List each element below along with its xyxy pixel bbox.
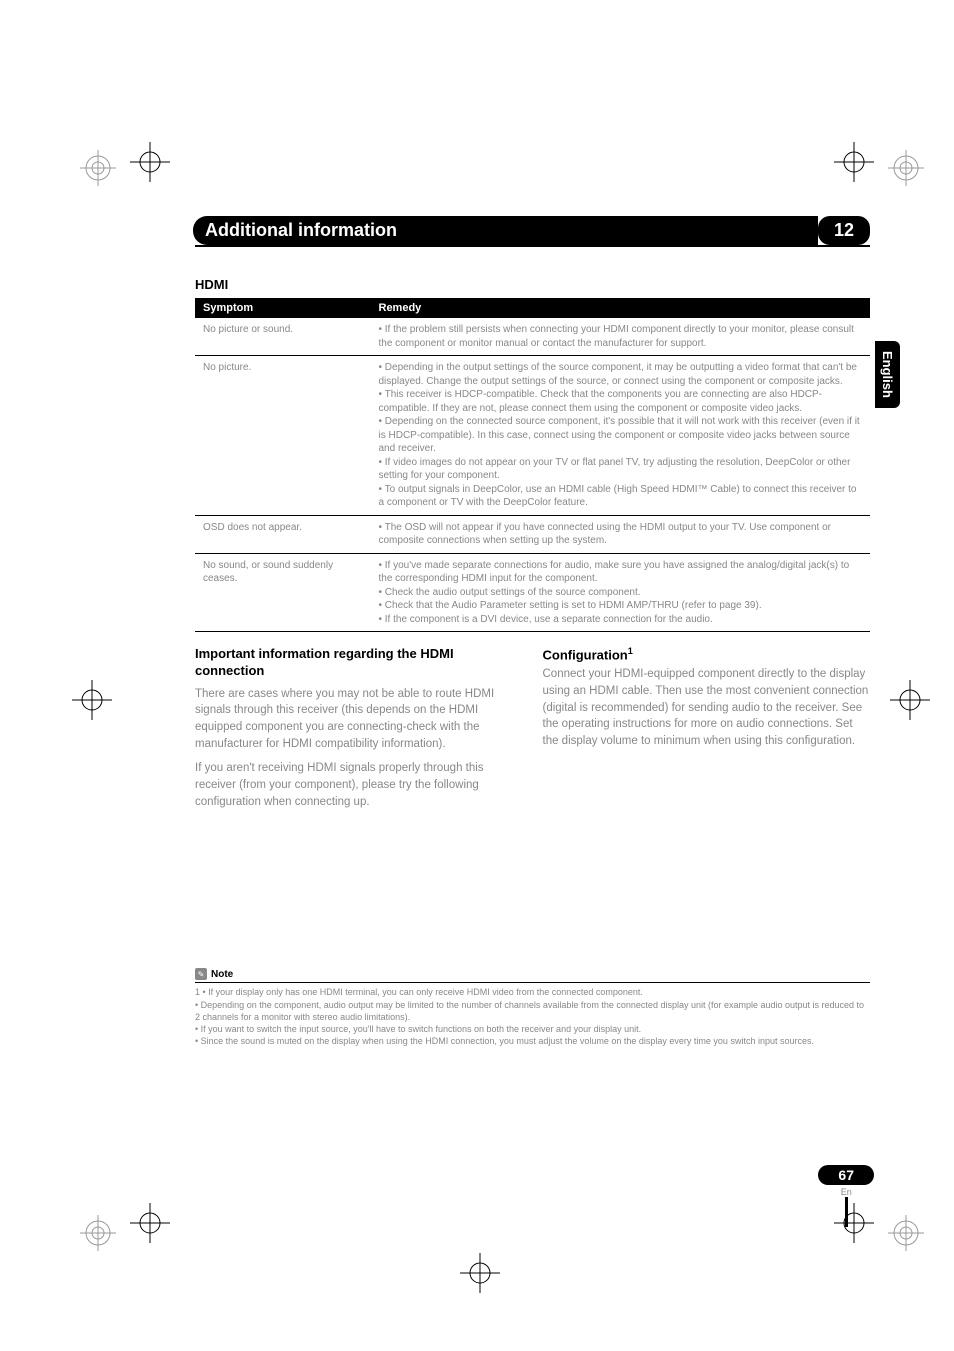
right-column: Configuration1 Connect your HDMI-equippe… xyxy=(543,646,871,818)
chapter-header: Additional information 12 xyxy=(195,216,870,247)
page-number-stem xyxy=(845,1197,848,1227)
page-number: 67 xyxy=(818,1165,874,1185)
important-heading: Important information regarding the HDMI… xyxy=(195,646,523,680)
config-body: Connect your HDMI-equipped component dir… xyxy=(543,666,871,749)
chapter-title: Additional information xyxy=(193,216,818,245)
reg-mark-bl xyxy=(80,1215,116,1251)
config-heading: Configuration1 xyxy=(543,646,871,662)
crop-mark-ml xyxy=(72,680,112,720)
language-tab: English xyxy=(875,341,900,408)
note-icon: ✎ xyxy=(195,968,207,980)
remedy-cell: • If you've made separate connections fo… xyxy=(371,553,871,632)
remedy-cell: • The OSD will not appear if you have co… xyxy=(371,515,871,553)
col-symptom: Symptom xyxy=(195,298,371,318)
symptom-cell: OSD does not appear. xyxy=(195,515,371,553)
reg-mark-tr xyxy=(888,150,924,186)
table-row: No sound, or sound suddenly ceases. • If… xyxy=(195,553,870,632)
crop-mark-mr xyxy=(890,680,930,720)
page-content: Additional information 12 English HDMI S… xyxy=(195,216,870,1047)
table-row: No picture. • Depending in the output se… xyxy=(195,356,870,516)
important-body: There are cases where you may not be abl… xyxy=(195,686,523,811)
note-header: ✎ Note xyxy=(195,968,870,983)
reg-mark-tl xyxy=(80,150,116,186)
crop-mark-tl-bracket xyxy=(130,142,170,182)
note-lines: 1 • If your display only has one HDMI te… xyxy=(195,986,870,1047)
config-sup: 1 xyxy=(628,646,633,656)
important-p1: There are cases where you may not be abl… xyxy=(195,686,523,753)
left-column: Important information regarding the HDMI… xyxy=(195,646,523,818)
two-column-body: Important information regarding the HDMI… xyxy=(195,646,870,818)
important-p2: If you aren't receiving HDMI signals pro… xyxy=(195,760,523,810)
table-row: OSD does not appear. • The OSD will not … xyxy=(195,515,870,553)
symptom-cell: No picture. xyxy=(195,356,371,516)
crop-mark-tr-bracket xyxy=(834,142,874,182)
symptom-cell: No sound, or sound suddenly ceases. xyxy=(195,553,371,632)
col-remedy: Remedy xyxy=(371,298,871,318)
symptom-cell: No picture or sound. xyxy=(195,318,371,356)
config-p1: Connect your HDMI-equipped component dir… xyxy=(543,666,871,749)
crop-mark-bc xyxy=(460,1253,500,1293)
footnote-block: ✎ Note 1 • If your display only has one … xyxy=(195,968,870,1047)
hdmi-section-heading: HDMI xyxy=(195,277,870,292)
page-number-badge: 67 En xyxy=(818,1165,874,1227)
table-row: No picture or sound. • If the problem st… xyxy=(195,318,870,356)
remedy-cell: • If the problem still persists when con… xyxy=(371,318,871,356)
page-lang: En xyxy=(818,1187,874,1197)
troubleshooting-table: Symptom Remedy No picture or sound. • If… xyxy=(195,298,870,632)
crop-mark-bl-bracket xyxy=(130,1203,170,1243)
config-heading-text: Configuration xyxy=(543,647,628,662)
chapter-number: 12 xyxy=(818,216,870,245)
remedy-cell: • Depending in the output settings of th… xyxy=(371,356,871,516)
reg-mark-br xyxy=(888,1215,924,1251)
note-label: Note xyxy=(211,969,233,980)
